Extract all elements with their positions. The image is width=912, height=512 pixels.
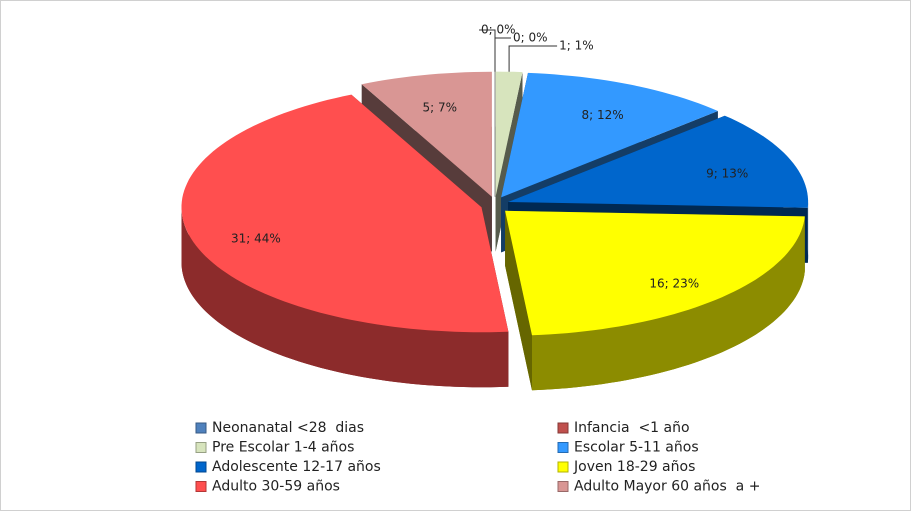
labels: 0; 0%0; 0% 1; 1% 8; 12% 9; 13% 16; 23% 31; 44… [231,23,748,291]
slice-side [181,207,509,388]
legend-swatch [557,442,569,453]
data-label: 9; 13% [706,166,748,180]
legend-swatch [195,461,207,473]
legend-swatch [557,481,569,492]
data-label: 0; 0% [513,31,548,45]
legend-label: Pre Escolar 1-4 años [212,440,354,456]
pie [181,71,809,391]
slice [508,115,809,208]
legend: Neonanatal <28 dias Infancia <1 año Pre Es… [195,420,760,495]
data-label: 16; 23% [649,277,699,291]
legend-label: Joven 18-29 años [573,459,695,475]
legend-label: Adulto Mayor 60 años a + [574,479,760,495]
legend-swatch [195,442,207,453]
legend-label: Adolescente 12-17 años [212,459,381,475]
data-label: 0; 0% [481,23,516,37]
legend-label: Neonanatal <28 dias [212,420,364,436]
legend-label: Infancia <1 año [574,420,690,436]
data-label: 5; 7% [423,100,458,114]
slice [181,94,509,333]
leader-line [508,45,558,72]
data-label: 31; 44% [231,232,281,246]
legend-swatch [195,481,207,492]
leader-line [494,37,511,72]
legend-label: Adulto 30-59 años [212,479,340,495]
legend-label: Escolar 5-11 años [574,440,699,456]
slice [505,210,805,336]
slice [501,72,718,198]
legend-swatch [557,461,569,473]
data-label: 8; 12% [582,108,624,122]
slice [361,71,492,197]
legend-swatch [557,422,569,434]
slice [495,71,523,197]
data-label: 1; 1% [559,39,594,53]
legend-swatch [195,422,207,434]
slice-wall [505,210,532,391]
slice-side [532,216,805,391]
